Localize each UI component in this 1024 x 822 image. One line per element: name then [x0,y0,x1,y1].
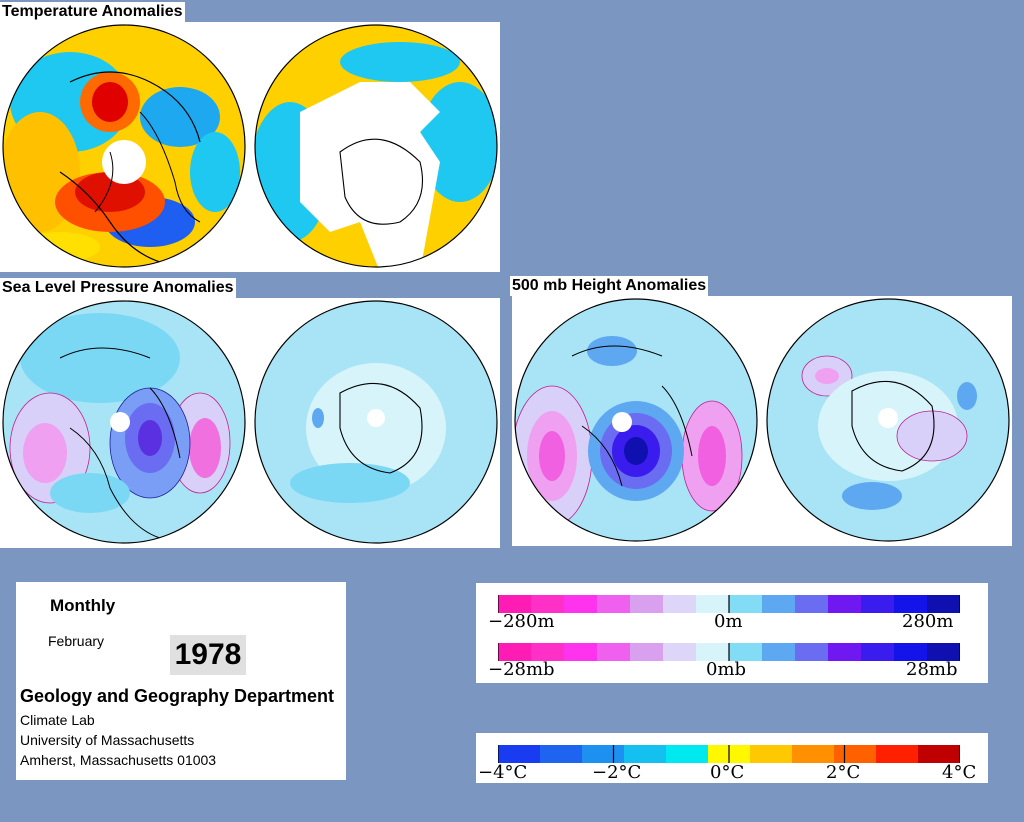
pressure-scale-swatch [498,643,532,661]
height-scale-swatch [564,595,598,613]
height500-title: 500 mb Height Anomalies [510,276,709,296]
slp-maps [2,300,498,544]
temperature-scale-swatch [918,745,960,763]
temperature-tick-2: 0°C [710,762,745,783]
temperature-scale-swatch [834,745,877,763]
pressure-scale-swatch [696,643,730,661]
height-scale-swatch [663,595,697,613]
slp-north-map [3,301,245,543]
lab-label: Climate Lab [20,712,95,728]
temperature-scale-swatch [750,745,793,763]
height500-panel [512,296,1012,546]
temperature-tick-1: −2°C [592,762,642,783]
temperature-north-map [3,25,245,267]
pressure-scale-swatch [597,643,631,661]
height-scale-swatch [762,595,796,613]
pressure-scale-swatch [894,643,928,661]
temperature-scale-swatch [666,745,709,763]
pressure-scale-swatch [663,643,697,661]
height500-north-map [515,299,757,541]
period-type: Monthly [50,596,116,615]
temperature-color-bar [498,745,960,763]
temperature-tick-3: 2°C [826,762,861,783]
temperature-legend: −4°C −2°C 0°C 2°C 4°C [476,733,988,783]
temperature-title: Temperature Anomalies [0,2,185,22]
slp-south-map [255,301,497,543]
temperature-tick-0: −4°C [478,762,528,783]
pressure-color-bar [498,643,960,661]
temperature-scale-swatch [498,745,541,763]
pressure-scale-min: −28mb [488,659,555,680]
height-scale-swatch [630,595,664,613]
temperature-scale-swatch [582,745,625,763]
height-scale-swatch [597,595,631,613]
height-scale-swatch [861,595,895,613]
pressure-scale-swatch [927,643,960,661]
temperature-scale-swatch [540,745,583,763]
height-scale-swatch [927,595,960,613]
slp-panel [0,298,500,548]
department-label: Geology and Geography Department [20,686,335,706]
info-box: Monthly February 1978 Geology and Geogra… [16,582,346,780]
pressure-scale-swatch [630,643,664,661]
pressure-scale-swatch [729,643,763,661]
temperature-south-map [255,25,497,267]
height-scale-swatch [729,595,763,613]
temperature-scale-swatch [876,745,919,763]
temperature-maps [2,24,498,268]
height-scale-swatch [828,595,862,613]
slp-title: Sea Level Pressure Anomalies [0,278,236,298]
height-pressure-legend: −280m 0m 280m −28mb 0mb 28mb [476,583,988,683]
height-scale-mid: 0m [714,611,743,632]
height-scale-max: 280m [902,611,954,632]
height-scale-swatch [795,595,829,613]
temperature-scale-swatch [792,745,835,763]
pressure-scale-swatch [795,643,829,661]
pressure-scale-swatch [861,643,895,661]
temperature-tick-4: 4°C [942,762,977,783]
pressure-scale-max: 28mb [906,659,958,680]
address-label: Amherst, Massachusetts 01003 [20,752,217,768]
pressure-scale-swatch [531,643,565,661]
height-scale-min: −280m [488,611,555,632]
height-color-bar [498,595,960,613]
pressure-scale-swatch [564,643,598,661]
height-scale-swatch [498,595,532,613]
year-label: 1978 [170,635,246,675]
height500-south-map [767,299,1009,541]
height-scale-swatch [894,595,928,613]
university-label: University of Massachusetts [20,732,195,748]
height-scale-swatch [696,595,730,613]
height-scale-swatch [531,595,565,613]
pressure-scale-mid: 0mb [706,659,747,680]
temperature-panel [0,22,500,272]
month-label: February [48,633,105,649]
pressure-scale-swatch [828,643,862,661]
temperature-scale-swatch [624,745,667,763]
height500-maps [514,298,1010,542]
pressure-scale-swatch [762,643,796,661]
